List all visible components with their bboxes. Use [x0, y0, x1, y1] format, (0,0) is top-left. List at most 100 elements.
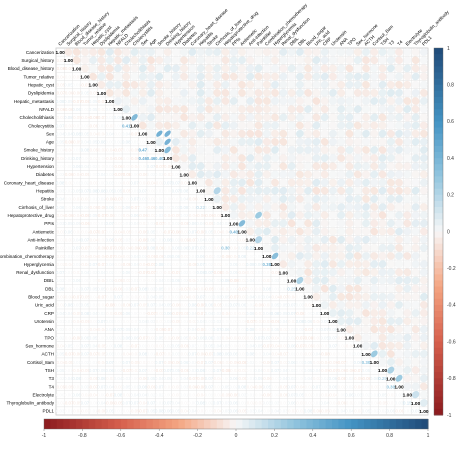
correlation-ellipse	[238, 170, 246, 179]
correlation-value: 0.04	[271, 409, 280, 414]
correlation-value: -0.01	[328, 352, 339, 357]
correlation-value: 0.02	[163, 343, 172, 348]
correlation-value: -0.05	[88, 376, 99, 381]
correlation-ellipse	[196, 145, 205, 154]
correlation-ellipse	[213, 48, 222, 56]
correlation-value: 0.08	[56, 180, 65, 185]
correlation-value: -0.06	[336, 401, 347, 406]
correlation-ellipse	[295, 219, 304, 228]
correlation-ellipse	[163, 88, 172, 97]
correlation-value: 0.04	[64, 311, 73, 316]
correlation-value: -0.02	[121, 392, 132, 397]
correlation-value: 0.00	[221, 262, 230, 267]
correlation-value: -0.02	[80, 392, 91, 397]
correlation-ellipse	[287, 80, 296, 89]
correlation-ellipse	[213, 194, 222, 203]
correlation-ellipse	[411, 170, 420, 179]
correlation-value: -0.05	[88, 91, 99, 96]
correlation-value: 0.01	[246, 392, 255, 397]
correlation-value: -0.00	[96, 164, 107, 169]
legend-swatch	[434, 262, 443, 269]
correlation-value: 0.06	[155, 205, 164, 210]
correlation-value: -0.01	[386, 401, 397, 406]
correlation-ellipse	[395, 366, 404, 375]
correlation-ellipse	[370, 300, 379, 309]
correlation-value: 0.03	[139, 197, 148, 202]
correlation-value: 0.04	[263, 311, 272, 316]
legend-swatch	[434, 182, 443, 190]
correlation-ellipse	[320, 105, 329, 114]
correlation-value: -0.02	[96, 107, 107, 112]
correlation-value: 0.01	[205, 327, 214, 332]
correlation-ellipse	[312, 88, 321, 97]
correlation-value: -0.06	[63, 91, 74, 96]
correlation-ellipse	[420, 219, 428, 228]
correlation-ellipse	[337, 72, 346, 81]
correlation-ellipse	[378, 284, 387, 293]
diagonal-value: 1.00	[279, 270, 289, 276]
correlation-ellipse	[138, 105, 147, 114]
correlation-ellipse	[205, 170, 213, 179]
correlation-value: -0.07	[154, 221, 165, 226]
correlation-ellipse	[295, 88, 304, 97]
correlation-ellipse	[395, 137, 403, 146]
correlation-ellipse	[180, 72, 188, 81]
correlation-ellipse	[229, 211, 238, 220]
correlation-value: 0.04	[213, 221, 222, 226]
correlation-value: 0.04	[155, 303, 164, 308]
correlation-value: -0.00	[80, 156, 91, 161]
correlation-ellipse	[337, 80, 346, 89]
correlation-ellipse	[411, 194, 420, 203]
correlation-value: -0.04	[55, 213, 66, 218]
correlation-ellipse	[403, 88, 412, 97]
correlation-ellipse	[419, 317, 428, 326]
correlation-ellipse	[378, 203, 387, 211]
correlation-value: 0.01	[271, 384, 280, 389]
correlation-ellipse	[403, 268, 412, 277]
correlation-ellipse	[271, 203, 279, 211]
correlation-ellipse	[304, 113, 313, 122]
correlation-value: 0.01	[130, 278, 139, 283]
correlation-ellipse	[378, 162, 387, 171]
correlation-ellipse	[386, 72, 395, 81]
correlation-ellipse	[138, 56, 147, 65]
correlation-ellipse	[337, 162, 346, 171]
legend-tick-label: 1	[427, 433, 430, 439]
correlation-value: -0.07	[295, 335, 306, 340]
correlation-value: -0.06	[220, 254, 231, 259]
correlation-ellipse	[295, 268, 304, 277]
correlation-ellipse	[254, 178, 263, 187]
correlation-ellipse	[271, 235, 279, 244]
correlation-value: 0.07	[97, 319, 106, 324]
correlation-ellipse	[81, 48, 89, 56]
correlation-ellipse	[362, 284, 370, 293]
correlation-value: 0.05	[105, 409, 114, 414]
correlation-ellipse	[337, 227, 346, 236]
correlation-ellipse	[171, 97, 180, 105]
correlation-value: -0.00	[229, 343, 240, 348]
correlation-value: -0.06	[187, 197, 198, 202]
correlation-value: 0.00	[188, 401, 197, 406]
correlation-value: 0.05	[320, 335, 329, 340]
correlation-value: -0.07	[96, 213, 107, 218]
legend-swatch	[344, 419, 352, 429]
correlation-ellipse	[345, 243, 354, 252]
correlation-ellipse	[386, 48, 395, 57]
correlation-ellipse	[304, 121, 313, 130]
correlation-ellipse	[262, 105, 271, 114]
correlation-ellipse	[254, 88, 263, 97]
legend-swatch	[261, 419, 269, 429]
correlation-value: 0.03	[105, 352, 114, 357]
correlation-ellipse	[362, 325, 370, 334]
correlation-ellipse	[262, 243, 271, 252]
correlation-value: -0.01	[171, 197, 182, 202]
correlation-value: 0.05	[263, 384, 272, 389]
correlation-ellipse	[411, 162, 420, 171]
correlation-ellipse	[353, 97, 362, 105]
correlation-value: -0.05	[163, 360, 174, 365]
correlation-value: 0.05	[64, 83, 73, 88]
correlation-value: -0.02	[287, 319, 298, 324]
correlation-value: 0.01	[139, 327, 148, 332]
correlation-value: 0.01	[246, 368, 255, 373]
